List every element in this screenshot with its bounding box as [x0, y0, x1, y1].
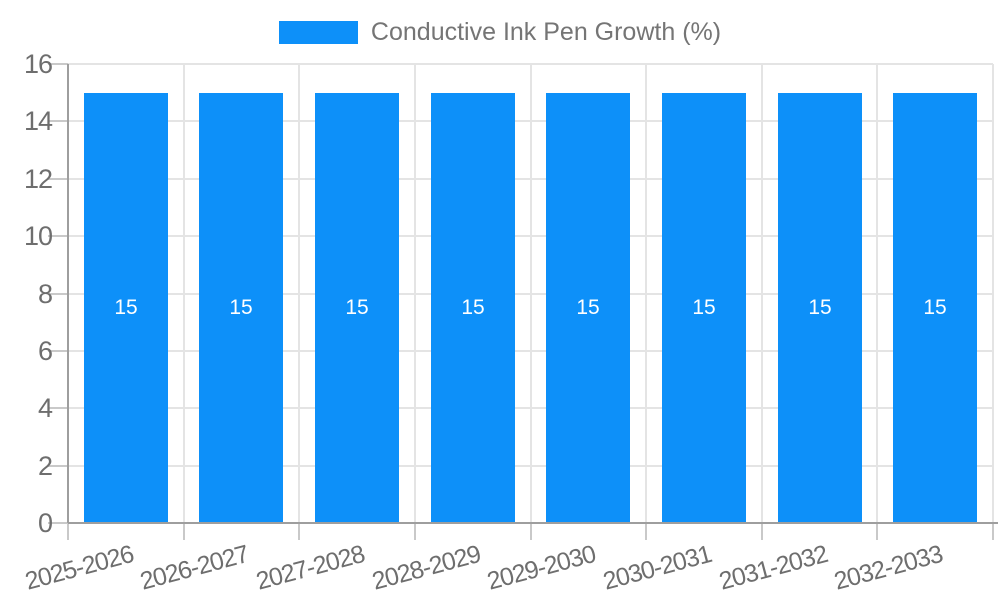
y-tick-label: 14: [23, 106, 53, 136]
legend-swatch: [278, 20, 358, 44]
y-tick-label: 10: [23, 221, 53, 251]
v-gridline: [183, 64, 185, 523]
x-tick-mark: [67, 523, 69, 540]
y-axis-line: [67, 64, 69, 523]
bar[interactable]: [84, 93, 168, 523]
x-tick-mark: [992, 523, 994, 540]
x-tick-mark: [530, 523, 532, 540]
v-gridline: [876, 64, 878, 523]
v-gridline: [530, 64, 532, 523]
bar[interactable]: [662, 93, 746, 523]
bar-value-label: 15: [923, 296, 947, 319]
bar[interactable]: [431, 93, 515, 523]
bar-value-label: 15: [461, 296, 485, 319]
bar[interactable]: [199, 93, 283, 523]
y-tick-label: 2: [37, 451, 53, 481]
y-tick-mark: [48, 235, 68, 237]
y-tick-mark: [48, 120, 68, 122]
bar-value-label: 15: [345, 296, 369, 319]
x-tick-mark: [298, 523, 300, 540]
y-tick-label: 16: [23, 49, 53, 79]
bar[interactable]: [315, 93, 399, 523]
x-tick-mark: [876, 523, 878, 540]
v-gridline: [761, 64, 763, 523]
bar-value-label: 15: [808, 296, 832, 319]
bar-value-label: 15: [229, 296, 253, 319]
y-tick-mark: [48, 293, 68, 295]
v-gridline: [414, 64, 416, 523]
x-tick-mark: [183, 523, 185, 540]
y-tick-mark: [48, 63, 68, 65]
x-tick-mark: [645, 523, 647, 540]
y-tick-label: 4: [37, 393, 53, 423]
y-tick-mark: [48, 465, 68, 467]
bar-value-label: 15: [114, 296, 138, 319]
v-gridline: [298, 64, 300, 523]
y-tick-mark: [48, 522, 68, 524]
x-tick-mark: [414, 523, 416, 540]
y-tick-mark: [48, 350, 68, 352]
bar[interactable]: [893, 93, 977, 523]
y-tick-mark: [48, 407, 68, 409]
y-tick-label: 6: [37, 336, 53, 366]
y-tick-label: 8: [37, 279, 53, 309]
bar[interactable]: [778, 93, 862, 523]
x-tick-mark: [761, 523, 763, 540]
y-tick-label: 12: [23, 164, 53, 194]
bar-value-label: 15: [576, 296, 600, 319]
y-tick-label: 0: [37, 508, 53, 538]
v-gridline: [992, 64, 994, 523]
x-axis-line: [68, 522, 998, 524]
y-tick-mark: [48, 178, 68, 180]
bar-value-label: 15: [692, 296, 716, 319]
v-gridline: [645, 64, 647, 523]
legend[interactable]: Conductive Ink Pen Growth (%): [0, 17, 1000, 46]
legend-label: Conductive Ink Pen Growth (%): [370, 17, 722, 46]
bar[interactable]: [546, 93, 630, 523]
